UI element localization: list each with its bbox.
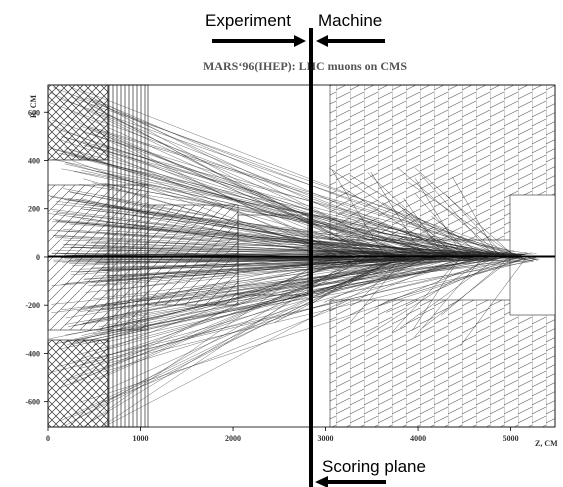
arrow-head: [315, 476, 328, 487]
y-tick-label: 200: [28, 205, 40, 214]
plot-title: MARS‘96(IHEP): LHC muons on CMS: [203, 59, 407, 73]
x-tick-label: 5000: [503, 434, 519, 443]
y-tick-label: -400: [25, 349, 40, 358]
y-tick-label: 0: [36, 253, 40, 262]
y-tick-label: -600: [25, 398, 40, 407]
machine-label: Machine: [318, 11, 382, 30]
arrow-head: [294, 35, 306, 47]
x-tick-label: 0: [46, 434, 50, 443]
experiment-label: Experiment: [205, 11, 291, 30]
figure: MARS‘96(IHEP): LHC muons on CMS R, CM Z,…: [0, 0, 563, 487]
x-tick-label: 2000: [225, 434, 241, 443]
arrow-head: [316, 35, 328, 47]
x-tick-label: 3000: [318, 434, 334, 443]
y-tick-label: 600: [28, 108, 40, 117]
y-tick-label: 400: [28, 156, 40, 165]
y-tick-label: -200: [25, 301, 40, 310]
x-axis-label: Z, CM: [535, 439, 558, 448]
plot-area: MARS‘96(IHEP): LHC muons on CMS R, CM Z,…: [25, 59, 558, 448]
x-tick-label: 4000: [410, 434, 426, 443]
x-tick-label: 1000: [133, 434, 149, 443]
scoring-plane-label: Scoring plane: [322, 457, 426, 476]
